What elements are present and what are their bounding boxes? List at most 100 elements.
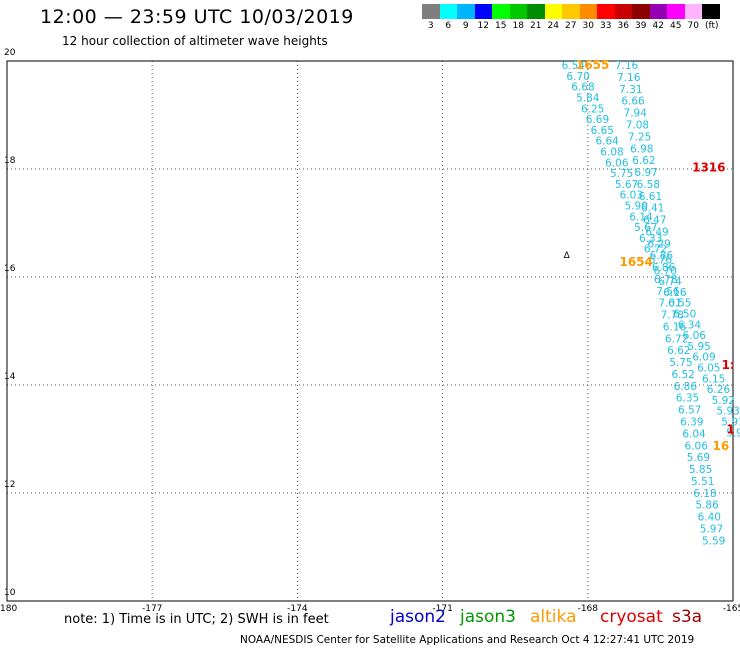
wave-height-value-track-b: 6.58 (637, 179, 660, 191)
wave-height-value-track-b: 6.18 (693, 488, 716, 500)
color-scale-label: 70 (687, 21, 699, 31)
wave-height-value-track-b: 5.59 (702, 535, 725, 547)
color-scale-label: 45 (670, 21, 682, 31)
wave-height-value-track-b: 7.08 (626, 120, 649, 132)
wave-height-value-track-a: 5.92 (712, 395, 735, 407)
latitude-tick-label: 18 (4, 156, 16, 166)
wave-height-value-track-b: 6.61 (639, 191, 662, 203)
wave-height-value-track-a: 6.70 (566, 71, 589, 83)
color-scale-label: 24 (547, 21, 559, 31)
wave-height-value-track-a: 6.70 (654, 265, 677, 277)
wave-height-value-track-a: 5.97 (726, 427, 740, 439)
color-scale-swatch (527, 4, 545, 19)
latitude-tick-label: 16 (4, 264, 16, 274)
color-scale-swatch (457, 4, 475, 19)
color-scale-label: 9 (462, 21, 469, 31)
wave-height-value-track-b: 6.98 (630, 143, 653, 155)
wave-height-value-track-a: 6.08 (600, 147, 623, 159)
color-scale-label: 21 (530, 21, 542, 31)
wave-height-value-track-b: 5.97 (700, 523, 723, 535)
wave-height-value-track-a: 6.54 (562, 60, 586, 72)
color-scale-swatch (649, 4, 667, 19)
color-scale-label: 3 (427, 21, 434, 31)
satellite-legend-s3a: s3a (672, 607, 703, 627)
color-scale-swatch (702, 4, 720, 19)
color-scale-label: 30 (582, 21, 594, 31)
wave-height-value-track-a: 5.90 (625, 201, 648, 213)
wave-height-value-track-a: 6.14 (629, 211, 653, 223)
wave-height-value-track-b: 5.51 (691, 476, 714, 488)
island-marker: Δ (564, 251, 571, 261)
pass-time-label: 1654 (619, 255, 652, 269)
color-scale-swatch (614, 4, 632, 19)
wave-height-value-track-a: 6.55 (668, 298, 691, 310)
color-scale-label: 18 (512, 21, 524, 31)
pass-time-label: 1: (722, 358, 735, 372)
wave-height-value-track-b: 6.16 (663, 321, 687, 333)
wave-height-value-track-b: 6.29 (647, 238, 670, 250)
wave-height-value-track-b: 7.31 (619, 84, 642, 96)
color-scale-swatch (422, 4, 440, 19)
wave-height-value-track-a: 5.91 (721, 417, 740, 429)
wave-height-value-track-b: 6.86 (650, 250, 674, 262)
wave-height-value-track-b: 6.47 (643, 215, 666, 227)
wave-height-value-track-a: 6.06 (605, 157, 629, 169)
wave-height-value-track-a: 6.16 (663, 287, 687, 299)
wave-height-value-track-a: 6.72 (644, 244, 667, 256)
wave-height-value-track-b: 6.35 (676, 393, 699, 405)
color-scale-swatch (684, 4, 702, 19)
wave-height-value-track-b: 5.69 (687, 452, 710, 464)
wave-height-value-track-b: 6.39 (680, 417, 703, 429)
wave-height-value-track-b: 5.75 (669, 357, 692, 369)
wave-height-value-track-a: 6.06 (683, 330, 707, 342)
satellite-legend-jason3: jason3 (460, 607, 516, 627)
wave-height-value-track-a: 6.64 (595, 136, 619, 148)
latitude-tick-label: 20 (4, 48, 16, 58)
wave-height-value-track-b: 6.97 (634, 167, 657, 179)
wave-height-value-track-a: 6.76 (649, 255, 673, 267)
color-scale-unit: (ft) (705, 21, 719, 31)
pass-time-label: 1316 (692, 161, 725, 175)
pass-time-label: 1655 (576, 58, 609, 72)
longitude-tick-label: -165 (723, 604, 740, 614)
color-scale-swatch (474, 4, 492, 19)
wave-height-value-track-a: 6.09 (692, 352, 715, 364)
wave-height-value-track-a: 6.26 (707, 384, 731, 396)
wave-height-value-track-b: 6.62 (667, 345, 690, 357)
wave-height-value-track-b: 6.78 (654, 274, 677, 286)
wave-height-value-track-b: 7.25 (628, 131, 651, 143)
color-scale-swatch (492, 4, 510, 19)
color-scale-swatch (632, 4, 650, 19)
latitude-tick-label: 14 (4, 372, 16, 382)
wave-height-value-track-a: 5.67 (615, 179, 638, 191)
wave-height-value-track-a: 6.74 (658, 276, 682, 288)
longitude-tick-label: -177 (142, 604, 162, 614)
longitude-tick-label: -180 (0, 604, 17, 614)
color-scale-label: 36 (617, 21, 629, 31)
color-scale-swatch (439, 4, 457, 19)
satellite-legend-jason2: jason2 (390, 607, 446, 627)
wave-height-value-track-a: 5.75 (610, 168, 633, 180)
satellite-legend-cryosat: cryosat (600, 607, 663, 627)
color-scale-label: 15 (495, 21, 507, 31)
wave-height-value-track-b: 7.56 (656, 286, 680, 298)
satellite-legend-altika: altika (530, 607, 577, 627)
latitude-tick-label: 12 (4, 480, 15, 490)
wave-height-value-track-b: 7.16 (615, 60, 639, 72)
color-scale-label: 6 (445, 21, 452, 31)
wave-height-value-track-b: 6.52 (671, 369, 694, 381)
wave-height-value-track-a: 6.33 (639, 233, 662, 245)
wave-height-value-track-b: 6.57 (678, 405, 701, 417)
color-scale-swatch (667, 4, 685, 19)
longitude-tick-label: -168 (578, 604, 599, 614)
wave-height-value-track-b: 5.86 (695, 500, 719, 512)
wave-height-value-track-a: 6.69 (586, 114, 609, 126)
wave-height-value-track-b: 6.40 (698, 512, 721, 524)
wave-height-value-track-a: 6.65 (591, 125, 614, 137)
color-scale-label: 42 (652, 21, 664, 31)
color-scale-label: 39 (635, 21, 647, 31)
wave-height-value-track-a: 6.50 (673, 309, 696, 321)
color-scale-swatch (544, 4, 562, 19)
wave-height-value-track-b: 6.66 (621, 96, 645, 108)
pass-time-label: 1 (726, 423, 734, 437)
